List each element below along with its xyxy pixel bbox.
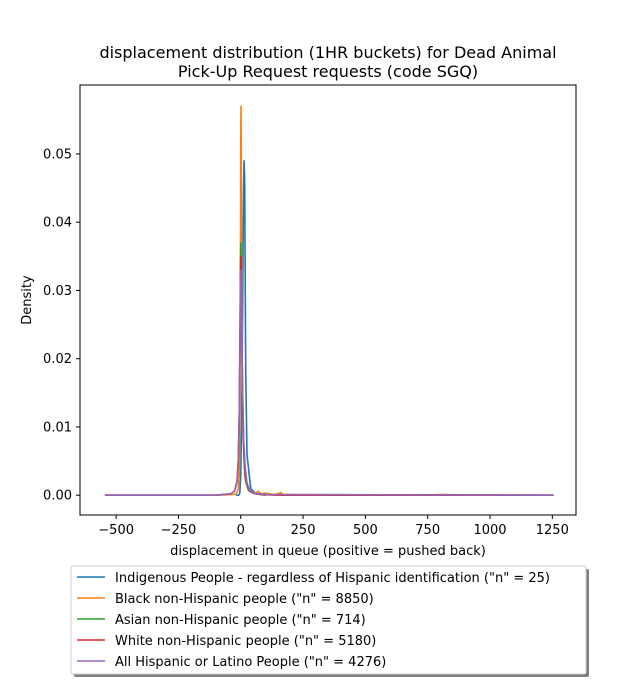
legend: Indigenous People - regardless of Hispan…	[70, 565, 589, 677]
x-axis: −500 −250 0 250 500 750 1000 1250	[98, 515, 569, 538]
legend-label-4: White non-Hispanic people ("n" = 5180)	[115, 634, 376, 649]
x-tick-label: −500	[98, 523, 134, 538]
y-tick-label: 0.01	[43, 420, 72, 435]
plot-area	[80, 85, 576, 515]
x-tick-label: 750	[415, 523, 440, 538]
series-line-1	[235, 159, 266, 497]
legend-label-1: Indigenous People - regardless of Hispan…	[115, 571, 550, 586]
y-tick-label: 0.02	[43, 352, 72, 367]
y-tick-label: 0.03	[43, 284, 72, 299]
x-tick-label: −250	[161, 523, 197, 538]
legend-label-3: Asian non-Hispanic people ("n" = 714)	[115, 613, 366, 628]
series-lines	[104, 105, 554, 497]
y-tick-label: 0.04	[43, 216, 72, 231]
legend-label-5: All Hispanic or Latino People ("n" = 427…	[115, 655, 386, 670]
legend-box	[70, 565, 587, 675]
chart-title-line-1: displacement distribution (1HR buckets) …	[99, 43, 556, 62]
plot-frame	[79, 84, 577, 516]
y-tick-label: 0.00	[43, 489, 72, 504]
x-tick-label: 0	[237, 523, 245, 538]
x-axis-label: displacement in queue (positive = pushed…	[170, 544, 486, 559]
x-tick-label: 500	[353, 523, 378, 538]
x-tick-label: 250	[291, 523, 316, 538]
x-tick-label: 1250	[536, 523, 569, 538]
y-axis: 0.00 0.01 0.02 0.03 0.04 0.05	[43, 147, 80, 504]
legend-label-2: Black non-Hispanic people ("n" = 8850)	[115, 592, 374, 607]
chart-title-line-2: Pick-Up Request requests (code SGQ)	[178, 62, 478, 81]
y-tick-label: 0.05	[43, 147, 72, 162]
y-axis-label: Density	[20, 275, 35, 325]
series-line-5	[104, 269, 554, 497]
x-tick-label: 1000	[473, 523, 506, 538]
